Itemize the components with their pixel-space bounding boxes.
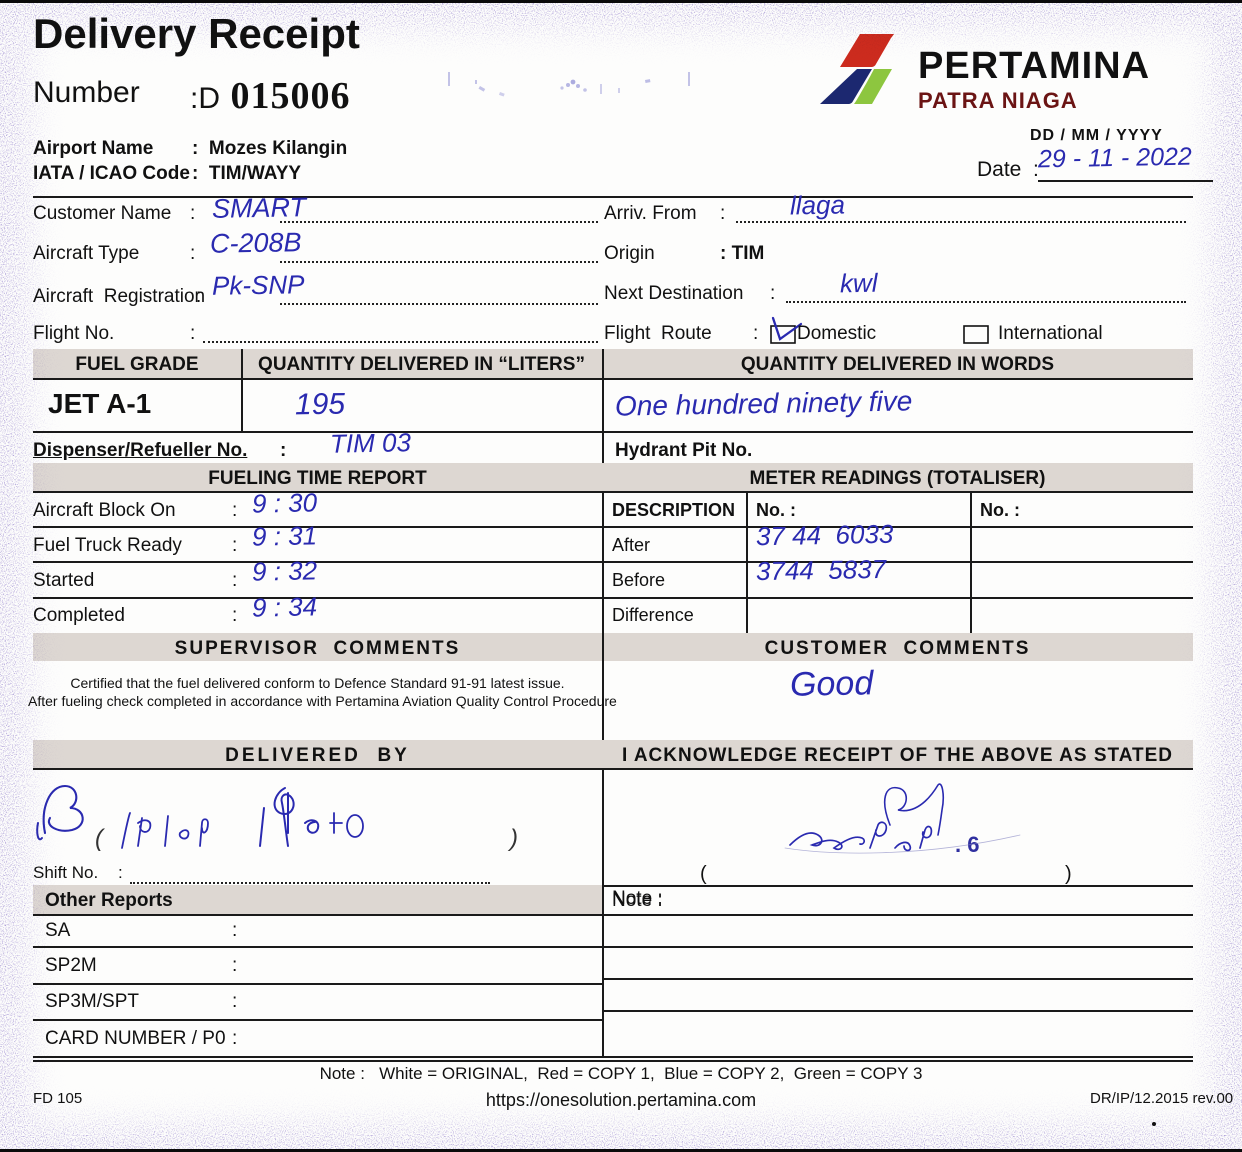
svg-text:(: (	[95, 825, 106, 852]
svg-text:. 6: . 6	[955, 832, 979, 857]
svg-text:): )	[507, 825, 518, 852]
